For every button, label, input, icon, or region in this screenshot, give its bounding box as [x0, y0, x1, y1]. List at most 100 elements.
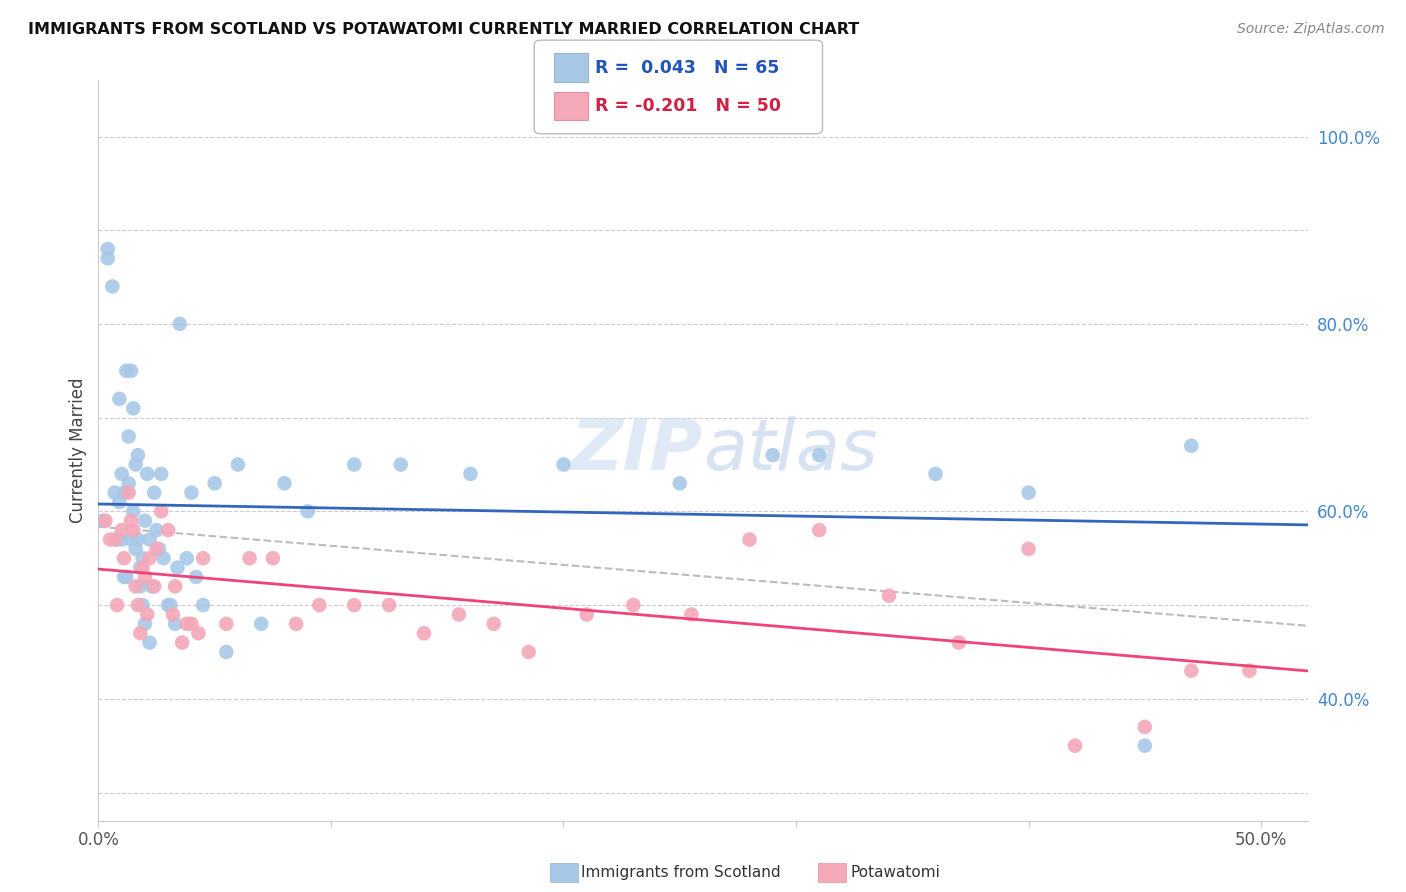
Point [141, 579, 163, 593]
Point [413, 626, 436, 640]
Point [105, 533, 128, 547]
Point [124, 579, 146, 593]
Point [187, 626, 209, 640]
Point [148, 541, 170, 556]
Point [621, 598, 644, 612]
Point [1133, 739, 1156, 753]
Point [1064, 739, 1087, 753]
Point [98, 533, 121, 547]
Point [124, 458, 146, 472]
Text: Immigrants from Scotland: Immigrants from Scotland [581, 865, 780, 880]
Point [112, 570, 135, 584]
Point [112, 485, 135, 500]
Point [91, 514, 114, 528]
Point [138, 533, 160, 547]
Point [129, 579, 152, 593]
Point [97, 242, 120, 256]
Point [575, 607, 598, 622]
Point [118, 485, 141, 500]
Text: ZIP: ZIP [571, 416, 703, 485]
Point [343, 598, 366, 612]
Point [176, 551, 198, 566]
Point [808, 523, 831, 537]
Point [112, 551, 135, 566]
Point [250, 616, 273, 631]
Point [131, 560, 153, 574]
Point [204, 476, 226, 491]
Point [122, 401, 145, 416]
Point [681, 607, 703, 622]
Point [94, 514, 117, 528]
Point [1018, 541, 1040, 556]
Y-axis label: Currently Married: Currently Married [69, 377, 87, 524]
Point [1018, 485, 1040, 500]
Point [553, 458, 575, 472]
Point [143, 485, 166, 500]
Point [191, 598, 214, 612]
Text: atlas: atlas [703, 416, 877, 485]
Point [120, 364, 142, 378]
Point [172, 635, 194, 649]
Point [180, 616, 202, 631]
Point [169, 317, 191, 331]
Point [176, 616, 198, 631]
Point [297, 504, 319, 518]
Text: R =  0.043   N = 65: R = 0.043 N = 65 [595, 60, 779, 78]
Point [118, 429, 141, 443]
Point [157, 598, 180, 612]
Point [150, 504, 173, 518]
Point [127, 598, 149, 612]
Point [948, 635, 970, 649]
Point [127, 533, 149, 547]
Point [104, 485, 127, 500]
Point [115, 570, 138, 584]
Point [447, 607, 470, 622]
Point [138, 635, 160, 649]
Point [136, 467, 159, 481]
Point [738, 533, 761, 547]
Point [129, 626, 152, 640]
Point [108, 495, 131, 509]
Point [1133, 720, 1156, 734]
Point [150, 467, 173, 481]
Point [165, 579, 187, 593]
Point [226, 458, 249, 472]
Text: R = -0.201   N = 50: R = -0.201 N = 50 [595, 97, 780, 115]
Point [97, 252, 120, 266]
Point [378, 598, 401, 612]
Point [389, 458, 412, 472]
Point [668, 476, 690, 491]
Point [143, 579, 166, 593]
Point [460, 467, 482, 481]
Point [134, 570, 156, 584]
Point [122, 523, 145, 537]
Point [131, 551, 153, 566]
Point [122, 504, 145, 518]
Point [108, 392, 131, 406]
Point [924, 467, 946, 481]
Point [1180, 439, 1202, 453]
Point [134, 514, 156, 528]
Point [1239, 664, 1261, 678]
Point [215, 616, 238, 631]
Point [127, 448, 149, 462]
Point [120, 533, 142, 547]
Text: IMMIGRANTS FROM SCOTLAND VS POTAWATOMI CURRENTLY MARRIED CORRELATION CHART: IMMIGRANTS FROM SCOTLAND VS POTAWATOMI C… [28, 22, 859, 37]
Point [1180, 664, 1202, 678]
Point [166, 560, 188, 574]
Point [145, 523, 167, 537]
Point [120, 514, 142, 528]
Point [180, 485, 202, 500]
Point [157, 523, 180, 537]
Point [111, 467, 134, 481]
Point [215, 645, 238, 659]
Point [131, 598, 153, 612]
Point [877, 589, 900, 603]
Point [152, 551, 174, 566]
Point [104, 533, 127, 547]
Point [111, 523, 134, 537]
Point [136, 607, 159, 622]
Text: Source: ZipAtlas.com: Source: ZipAtlas.com [1237, 22, 1385, 37]
Point [165, 616, 187, 631]
Point [262, 551, 284, 566]
